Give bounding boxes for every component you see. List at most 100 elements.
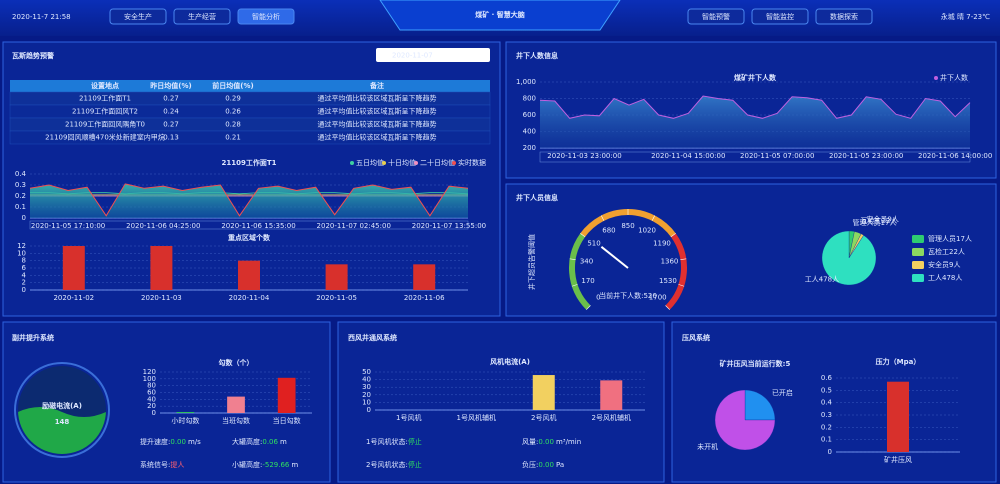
stat-label: 1号风机状态: <box>366 437 408 446</box>
gauge-tick-label: 170 <box>581 277 594 285</box>
gauge-tick-label: 1020 <box>638 227 656 235</box>
legend-label: 实时数据 <box>458 158 486 167</box>
y-tick-label: 20 <box>362 391 371 399</box>
gauge-tick <box>670 233 676 238</box>
gauge-band <box>569 233 591 310</box>
legend-swatch <box>934 76 938 80</box>
x-tick-label: 2020-11-07 02:45:00 <box>317 222 391 230</box>
x-tick-label: 1号风机辅机 <box>457 413 496 422</box>
y-tick-label: 80 <box>147 382 156 390</box>
table-cell: 0.24 <box>163 108 179 116</box>
x-tick-label: 2020-11-06 15:35:00 <box>221 222 295 230</box>
x-tick-label: 2020-11-06 14:00:00 <box>918 152 992 160</box>
gauge-tick-label: 340 <box>580 257 593 265</box>
legend-swatch <box>912 274 924 282</box>
legend-swatch <box>912 248 924 256</box>
bar <box>150 246 173 290</box>
nav-button[interactable] <box>173 8 231 25</box>
pie-slice <box>744 389 776 421</box>
table-cell: 通过平均值比较该区域瓦斯呈下降趋势 <box>318 133 437 142</box>
pie-slice <box>821 230 877 286</box>
gauge-tick-label: 680 <box>602 227 615 235</box>
legend-label: 十日均值 <box>388 158 416 167</box>
y-tick-label: 0 <box>22 286 26 294</box>
y-tick-label: 1,000 <box>516 78 536 86</box>
stat-label: 小罐高度: <box>232 460 262 469</box>
gauge-band <box>665 233 687 310</box>
legend-label: 瓦检工22人 <box>928 247 965 256</box>
y-tick-label: 30 <box>362 383 371 391</box>
legend-swatch <box>912 261 924 269</box>
y-tick-label: 6 <box>22 264 27 272</box>
legend-swatch <box>382 161 386 165</box>
nav-label: 安全生产 <box>124 12 152 21</box>
y-tick-label: 4 <box>22 271 27 279</box>
y-tick-label: 50 <box>362 368 371 376</box>
nav-button[interactable] <box>237 8 295 25</box>
x-tick-label: 小时勾数 <box>171 416 199 425</box>
gauge-tick-label: 850 <box>621 222 634 230</box>
table-cell: 0.13 <box>163 134 179 142</box>
stat: 2号风机状态:停止 <box>366 460 422 469</box>
x-tick-label: 2020-11-05 <box>316 294 357 302</box>
y-tick-label: 0 <box>828 448 832 456</box>
y-tick-label: 0.5 <box>821 386 832 394</box>
stat-label: 大罐高度: <box>232 437 262 446</box>
x-tick-label: 2020-11-03 23:00:00 <box>547 152 621 160</box>
legend-label: 五日均值 <box>356 158 384 167</box>
bar <box>532 375 555 410</box>
zoom-slider <box>539 151 971 163</box>
table-cell: 0.26 <box>225 108 241 116</box>
y-tick-label: 0 <box>152 409 156 417</box>
x-tick-label: 2020-11-05 07:00:00 <box>740 152 814 160</box>
y-tick-label: 8 <box>22 257 26 265</box>
y-tick-label: 0.6 <box>821 374 833 382</box>
y-tick-label: 800 <box>523 95 536 103</box>
nav-button[interactable] <box>815 8 873 25</box>
gauge-tick <box>569 258 576 261</box>
liquid-wave <box>18 407 106 454</box>
legend-swatch <box>912 235 924 243</box>
y-tick-label: 10 <box>362 398 371 406</box>
bar <box>325 264 348 290</box>
table-cell: 0.21 <box>225 134 241 142</box>
legend-label: 工人478人 <box>928 274 962 282</box>
bar <box>227 396 245 413</box>
x-tick-label: 2号风机 <box>531 413 556 422</box>
bar <box>600 380 623 410</box>
date-input[interactable] <box>376 48 490 62</box>
nav-button[interactable] <box>109 8 167 25</box>
stat-value: 停止 <box>408 437 422 446</box>
stat-value: -529.66 <box>262 461 290 469</box>
y-tick-label: 60 <box>147 389 156 397</box>
pie-label: 未开机 <box>697 442 718 451</box>
nav-button[interactable] <box>751 8 809 25</box>
table-cell: 21109工作面T1 <box>79 94 131 103</box>
gauge-tick-label: 0 <box>596 294 600 302</box>
pie-label: 管理人员17人 <box>853 218 897 227</box>
y-tick-label: 0.1 <box>821 436 832 444</box>
table-cell: 21109工作面回风隅角T0 <box>65 120 145 129</box>
x-tick-label: 2号风机辅机 <box>592 413 631 422</box>
gauge-needle <box>600 246 629 269</box>
y-tick-label: 100 <box>143 375 156 383</box>
table-cell: 0.27 <box>163 121 179 129</box>
nav-button[interactable] <box>687 8 745 25</box>
stat-value: 0.00 <box>538 438 554 446</box>
table-cell: 通过平均值比较该区域瓦斯呈下降趋势 <box>318 107 437 116</box>
table-header-cell: 设置地点 <box>91 81 119 90</box>
nav-label: 智能分析 <box>252 12 280 21</box>
stat-value: 停止 <box>408 460 422 469</box>
liquid-value: 148 <box>55 418 70 426</box>
gauge-axis-label: 井下超员告警阈值 <box>527 234 536 290</box>
y-tick-label: 0 <box>367 406 371 414</box>
liquid-ring <box>14 362 110 458</box>
y-tick-label: 0.4 <box>15 170 27 178</box>
table-cell: 通过平均值比较该区域瓦斯呈下降趋势 <box>318 120 437 129</box>
gauge-tick <box>571 284 578 287</box>
bar <box>176 411 195 413</box>
table-cell: 0.28 <box>225 121 241 129</box>
gauge-tick-label: 1360 <box>661 257 679 265</box>
